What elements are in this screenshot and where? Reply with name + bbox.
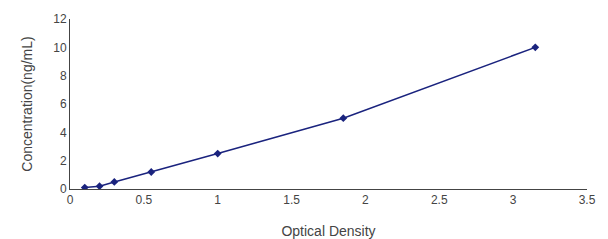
svg-text:8: 8 [60,69,67,83]
svg-text:0.5: 0.5 [136,193,153,207]
svg-text:6: 6 [60,97,67,111]
svg-text:0: 0 [67,193,74,207]
svg-text:3.5: 3.5 [579,193,596,207]
svg-text:2.5: 2.5 [431,193,448,207]
svg-text:2: 2 [362,193,369,207]
svg-text:3: 3 [510,193,517,207]
svg-text:2: 2 [60,154,67,168]
svg-text:10: 10 [53,41,67,55]
svg-text:4: 4 [60,126,67,140]
svg-text:0: 0 [60,182,67,196]
svg-text:12: 12 [53,12,67,26]
svg-text:1.5: 1.5 [283,193,300,207]
svg-text:1: 1 [214,193,221,207]
svg-text:Concentration(ng/mL): Concentration(ng/mL) [19,36,35,171]
svg-text:Optical Density: Optical Density [281,223,375,239]
